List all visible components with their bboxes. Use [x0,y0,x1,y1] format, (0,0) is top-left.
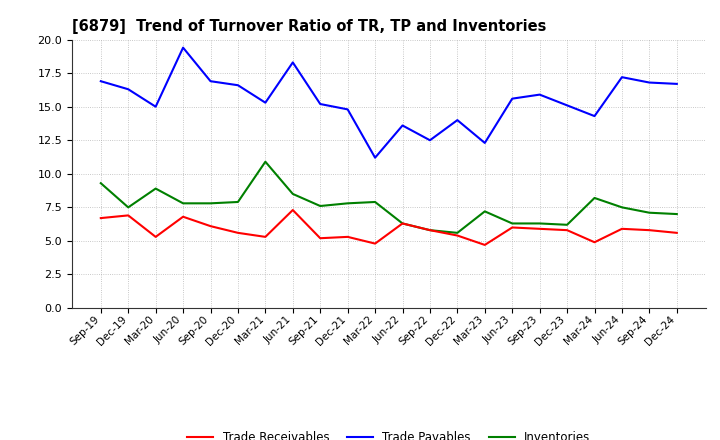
Inventories [233,199,242,205]
Trade Receivables [206,224,215,229]
Trade Receivables [179,214,187,220]
Trade Receivables [96,216,105,221]
Line: Trade Payables: Trade Payables [101,48,677,158]
Trade Payables [508,96,516,101]
Trade Receivables [233,230,242,235]
Inventories [426,227,434,233]
Trade Receivables [480,242,489,248]
Line: Trade Receivables: Trade Receivables [101,210,677,245]
Trade Payables [453,117,462,123]
Inventories [536,221,544,226]
Trade Payables [398,123,407,128]
Inventories [398,221,407,226]
Trade Payables [536,92,544,97]
Inventories [508,221,516,226]
Trade Receivables [508,225,516,230]
Trade Receivables [124,213,132,218]
Trade Payables [96,79,105,84]
Inventories [179,201,187,206]
Inventories [672,211,681,216]
Trade Payables [261,100,270,105]
Inventories [151,186,160,191]
Inventories [371,199,379,205]
Trade Payables [480,140,489,146]
Trade Payables [645,80,654,85]
Inventories [480,209,489,214]
Inventories [590,195,599,201]
Trade Receivables [618,226,626,231]
Inventories [96,180,105,186]
Inventories [289,191,297,197]
Trade Receivables [289,207,297,213]
Trade Receivables [590,240,599,245]
Trade Receivables [261,234,270,239]
Trade Receivables [316,235,325,241]
Trade Payables [618,74,626,80]
Trade Payables [371,155,379,160]
Trade Payables [563,103,572,108]
Trade Receivables [536,226,544,231]
Trade Payables [672,81,681,87]
Inventories [124,205,132,210]
Inventories [343,201,352,206]
Trade Receivables [672,230,681,235]
Trade Receivables [398,221,407,226]
Trade Receivables [563,227,572,233]
Trade Payables [316,101,325,106]
Trade Receivables [371,241,379,246]
Trade Payables [124,87,132,92]
Trade Payables [233,83,242,88]
Trade Payables [151,104,160,109]
Trade Payables [206,79,215,84]
Text: [6879]  Trend of Turnover Ratio of TR, TP and Inventories: [6879] Trend of Turnover Ratio of TR, TP… [72,19,546,34]
Trade Receivables [151,234,160,239]
Trade Payables [590,114,599,119]
Trade Receivables [426,227,434,233]
Line: Inventories: Inventories [101,162,677,233]
Trade Receivables [645,227,654,233]
Trade Payables [179,45,187,50]
Inventories [645,210,654,215]
Trade Payables [343,107,352,112]
Inventories [206,201,215,206]
Trade Payables [426,138,434,143]
Legend: Trade Receivables, Trade Payables, Inventories: Trade Receivables, Trade Payables, Inven… [183,427,595,440]
Inventories [563,222,572,227]
Inventories [453,230,462,235]
Trade Receivables [343,234,352,239]
Inventories [316,203,325,209]
Trade Payables [289,60,297,65]
Trade Receivables [453,233,462,238]
Inventories [618,205,626,210]
Inventories [261,159,270,165]
